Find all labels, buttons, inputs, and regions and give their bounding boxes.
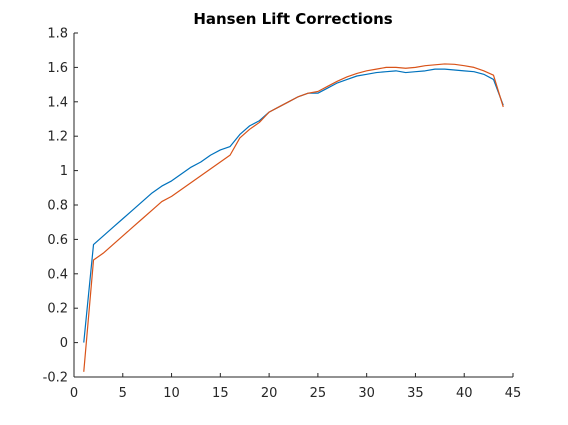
x-axis: 0 5 10 15 20 25 30 35 40 45 <box>70 373 521 401</box>
x-tick-label: 20 <box>261 386 278 401</box>
x-tick-label: 15 <box>212 386 229 401</box>
y-tick-label: 0.6 <box>47 233 68 248</box>
x-tick-label: 25 <box>310 386 327 401</box>
y-tick-label: 0.4 <box>47 267 68 282</box>
y-axis: -0.2 0 0.2 0.4 0.6 0.8 1 1.2 1.4 1.6 1.8 <box>43 27 78 386</box>
y-tick-label: 0 <box>60 336 68 351</box>
y-tick-label: 0.2 <box>47 302 68 317</box>
series-line-1 <box>83 68 504 343</box>
series-line-2 <box>83 63 504 372</box>
y-tick-label: -0.2 <box>43 371 68 386</box>
x-tick-label: 5 <box>119 386 127 401</box>
y-tick-label: 0.8 <box>47 199 68 214</box>
chart-title: Hansen Lift Corrections <box>193 10 392 28</box>
y-tick-label: 1.4 <box>47 95 68 110</box>
x-tick-label: 10 <box>163 386 180 401</box>
plot-series <box>83 63 504 372</box>
x-tick-label: 0 <box>70 386 78 401</box>
x-tick-label: 40 <box>456 386 473 401</box>
y-tick-label: 1.6 <box>47 61 68 76</box>
x-tick-label: 35 <box>407 386 424 401</box>
x-tick-label: 30 <box>358 386 375 401</box>
y-tick-label: 1.8 <box>47 27 68 42</box>
x-tick-label: 45 <box>505 386 522 401</box>
y-tick-label: 1.2 <box>47 130 68 145</box>
y-tick-label: 1 <box>60 164 68 179</box>
